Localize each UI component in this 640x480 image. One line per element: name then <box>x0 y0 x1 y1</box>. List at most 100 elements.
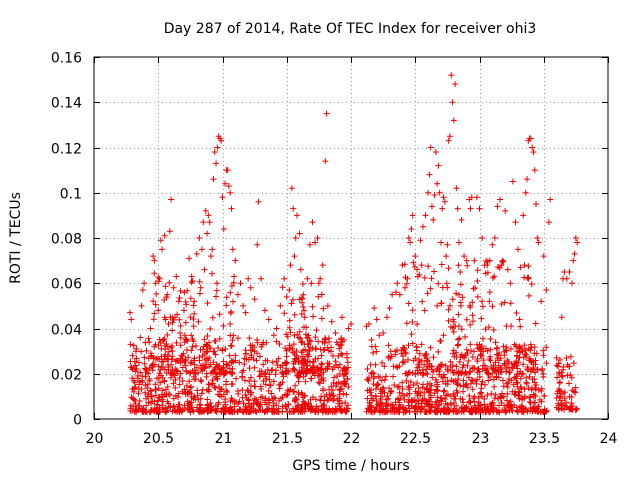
data-point <box>282 359 289 366</box>
data-point <box>405 386 412 393</box>
data-point <box>443 392 450 399</box>
data-point <box>159 246 166 253</box>
data-point <box>381 389 388 396</box>
data-point <box>400 358 407 365</box>
data-point <box>442 400 449 407</box>
data-point <box>214 370 221 377</box>
data-point <box>424 401 431 408</box>
data-point <box>532 399 539 406</box>
data-point <box>554 374 561 381</box>
data-point <box>190 395 197 402</box>
data-point <box>169 327 176 334</box>
data-point <box>282 402 289 409</box>
data-point <box>150 253 157 260</box>
data-point <box>333 383 340 390</box>
data-point <box>344 402 351 409</box>
data-point <box>292 395 299 402</box>
data-point <box>175 390 182 397</box>
data-point <box>173 357 180 364</box>
data-point <box>454 205 461 212</box>
data-point <box>538 388 545 395</box>
x-tick-label: 21.5 <box>272 431 303 447</box>
data-point <box>373 382 380 389</box>
data-point <box>453 402 460 409</box>
data-point <box>412 371 419 378</box>
data-point <box>206 219 213 226</box>
data-point <box>463 346 470 353</box>
data-point <box>484 269 491 276</box>
data-point <box>421 307 428 314</box>
x-axis-title: GPS time / hours <box>292 458 409 474</box>
data-point <box>179 388 186 395</box>
data-point <box>310 313 317 320</box>
data-point <box>177 370 184 377</box>
data-point <box>463 257 470 264</box>
data-point <box>479 406 486 413</box>
data-point <box>144 381 151 388</box>
data-point <box>414 321 421 328</box>
data-point <box>302 346 309 353</box>
data-point <box>264 406 271 413</box>
data-point <box>340 390 347 397</box>
data-point <box>146 339 153 346</box>
data-point <box>471 257 478 264</box>
data-point <box>417 404 424 411</box>
data-point <box>516 349 523 356</box>
data-point <box>479 235 486 241</box>
data-point <box>379 393 386 400</box>
data-point <box>543 344 550 351</box>
data-point <box>489 274 496 281</box>
data-point <box>523 380 530 387</box>
data-point <box>386 305 393 312</box>
data-point <box>463 381 470 388</box>
data-point <box>408 225 415 232</box>
data-point <box>572 384 579 391</box>
data-point <box>450 395 457 402</box>
data-point <box>482 326 489 333</box>
data-point <box>150 298 157 305</box>
data-point <box>232 257 239 264</box>
data-point <box>486 289 493 296</box>
data-point <box>386 385 393 392</box>
data-point <box>372 343 379 350</box>
data-point <box>345 383 352 390</box>
data-point <box>446 408 453 415</box>
data-point <box>156 409 163 416</box>
data-point <box>487 346 494 353</box>
data-point <box>391 382 398 389</box>
data-point <box>320 347 327 354</box>
data-point <box>314 235 321 241</box>
data-point <box>298 364 305 371</box>
data-point <box>305 400 312 407</box>
data-point <box>547 196 554 203</box>
data-point <box>203 349 210 356</box>
data-point <box>343 365 350 372</box>
data-point <box>228 343 235 350</box>
data-point <box>478 381 485 388</box>
data-point <box>197 284 204 291</box>
data-point <box>458 326 465 333</box>
data-point <box>154 401 161 408</box>
data-point <box>434 302 441 309</box>
data-point <box>421 390 428 397</box>
data-point <box>392 399 399 406</box>
data-point <box>338 408 345 415</box>
data-point <box>456 335 463 342</box>
data-point <box>326 391 333 398</box>
data-point <box>421 352 428 359</box>
data-point <box>561 395 568 402</box>
data-point <box>255 198 262 205</box>
data-point <box>407 378 414 385</box>
data-point <box>319 338 326 345</box>
data-point <box>230 298 237 305</box>
data-point <box>336 391 343 398</box>
data-point <box>454 381 461 388</box>
data-point <box>225 182 232 189</box>
data-point <box>126 309 133 316</box>
data-point <box>429 374 436 381</box>
data-point <box>161 314 168 321</box>
data-point <box>461 408 468 415</box>
data-point <box>473 194 480 201</box>
x-axis-tick-labels: 20 20.5 21 21.5 22 22.5 23 23.5 24 <box>86 431 618 447</box>
data-point <box>524 366 531 373</box>
